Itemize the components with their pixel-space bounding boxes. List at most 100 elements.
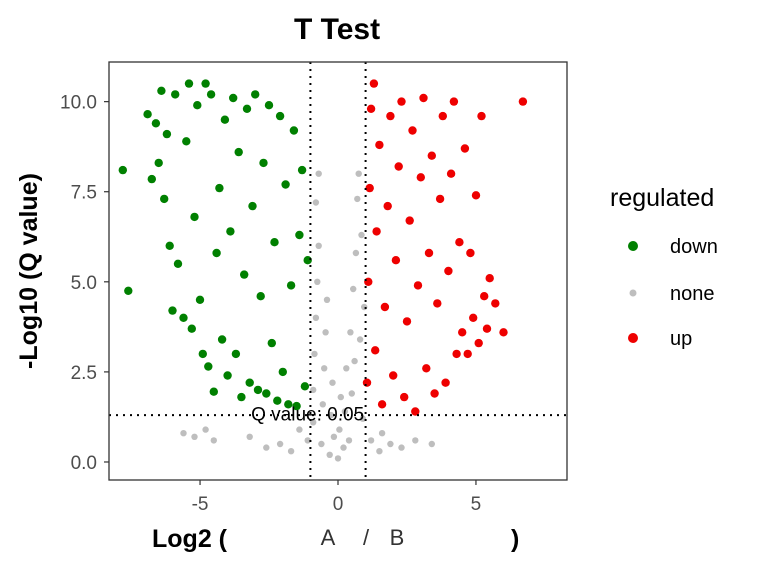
point-down-51 xyxy=(284,400,293,409)
points-layer xyxy=(118,79,528,462)
point-down-17 xyxy=(190,212,199,222)
point-up-13 xyxy=(391,256,401,265)
legend-key-none xyxy=(629,289,637,297)
point-none-46 xyxy=(376,448,383,455)
threshold-annotation: Q value: 0.05 xyxy=(251,405,364,426)
point-none-29 xyxy=(337,393,344,401)
point-down-25 xyxy=(212,248,221,258)
point-none-26 xyxy=(330,433,338,440)
x-axis-title: Log2 ( A / B ) xyxy=(152,525,519,553)
point-down-50 xyxy=(281,180,290,189)
point-down-35 xyxy=(240,270,249,279)
point-up-42 xyxy=(471,191,481,200)
point-up-45 xyxy=(480,292,489,301)
point-down-34 xyxy=(237,392,246,402)
point-up-7 xyxy=(375,140,384,150)
point-none-18 xyxy=(318,440,325,448)
point-up-43 xyxy=(474,338,483,348)
point-none-37 xyxy=(351,357,358,365)
y-axis: 0.0 2.5 5.0 7.5 10.0 xyxy=(60,93,109,474)
legend-label-none: none xyxy=(670,283,715,305)
point-up-27 xyxy=(430,389,439,398)
point-down-31 xyxy=(229,93,238,103)
point-up-23 xyxy=(419,93,428,103)
point-down-26 xyxy=(215,183,224,193)
point-down-33 xyxy=(234,147,243,157)
point-none-27 xyxy=(334,455,342,462)
point-up-1 xyxy=(364,277,373,286)
point-up-17 xyxy=(402,317,412,326)
point-none-28 xyxy=(336,426,343,433)
legend-key-up xyxy=(628,333,638,343)
point-down-29 xyxy=(223,371,232,380)
y-tick-label-2: 5.0 xyxy=(71,273,97,294)
point-up-5 xyxy=(371,346,380,355)
point-none-2 xyxy=(202,426,209,433)
point-none-22 xyxy=(323,296,331,303)
point-up-24 xyxy=(422,364,431,373)
point-none-23 xyxy=(326,451,333,458)
point-down-2 xyxy=(143,110,152,119)
point-down-9 xyxy=(165,241,174,250)
point-down-18 xyxy=(193,101,202,110)
legend: regulated down none up xyxy=(610,184,718,350)
point-none-36 xyxy=(350,285,357,293)
point-down-49 xyxy=(278,367,287,377)
y-axis-title: -Log10 (Q value) xyxy=(15,173,43,369)
point-none-3 xyxy=(210,437,217,444)
point-up-49 xyxy=(499,328,508,337)
legend-key-down xyxy=(628,241,638,251)
point-down-27 xyxy=(217,335,227,344)
point-down-47 xyxy=(273,396,282,405)
x-axis: -5 0 5 xyxy=(192,480,481,515)
point-none-14 xyxy=(314,278,321,285)
point-down-39 xyxy=(251,90,260,99)
x-tick-label-0: -5 xyxy=(192,494,209,515)
point-down-21 xyxy=(201,79,210,88)
point-down-22 xyxy=(204,362,213,371)
point-none-30 xyxy=(340,444,347,451)
point-none-20 xyxy=(321,365,328,372)
x-tick-label-1: 0 xyxy=(333,494,344,515)
point-down-38 xyxy=(248,201,257,211)
point-up-8 xyxy=(377,400,387,409)
point-none-21 xyxy=(322,329,329,336)
point-down-37 xyxy=(245,378,254,387)
point-up-28 xyxy=(433,299,442,308)
point-none-48 xyxy=(398,444,405,451)
point-up-20 xyxy=(411,407,420,416)
x-axis-title-group-b: B xyxy=(390,525,405,550)
point-down-42 xyxy=(259,158,268,168)
point-down-46 xyxy=(270,238,279,247)
point-down-24 xyxy=(209,387,218,396)
point-down-15 xyxy=(184,79,194,88)
point-up-50 xyxy=(518,97,528,106)
point-down-20 xyxy=(198,349,207,359)
point-down-53 xyxy=(289,126,299,135)
point-none-35 xyxy=(348,390,355,397)
point-down-8 xyxy=(162,129,172,139)
chart-title: T Test xyxy=(294,13,380,46)
point-up-30 xyxy=(438,111,447,121)
point-up-33 xyxy=(446,169,456,178)
legend-label-down: down xyxy=(670,236,718,258)
point-none-17 xyxy=(315,170,322,177)
point-up-9 xyxy=(380,302,390,312)
point-none-11 xyxy=(310,386,317,394)
point-down-12 xyxy=(173,259,183,268)
point-none-4 xyxy=(246,433,253,440)
point-none-38 xyxy=(352,249,360,257)
point-down-44 xyxy=(264,101,274,110)
point-down-11 xyxy=(171,90,180,99)
point-up-34 xyxy=(449,97,459,106)
point-down-32 xyxy=(231,349,241,359)
point-up-16 xyxy=(400,392,409,402)
point-up-44 xyxy=(477,111,486,121)
point-none-10 xyxy=(310,419,317,426)
point-up-39 xyxy=(463,349,472,359)
point-up-41 xyxy=(469,313,478,322)
point-up-40 xyxy=(466,248,475,258)
point-none-6 xyxy=(276,440,284,448)
point-down-6 xyxy=(157,86,166,96)
